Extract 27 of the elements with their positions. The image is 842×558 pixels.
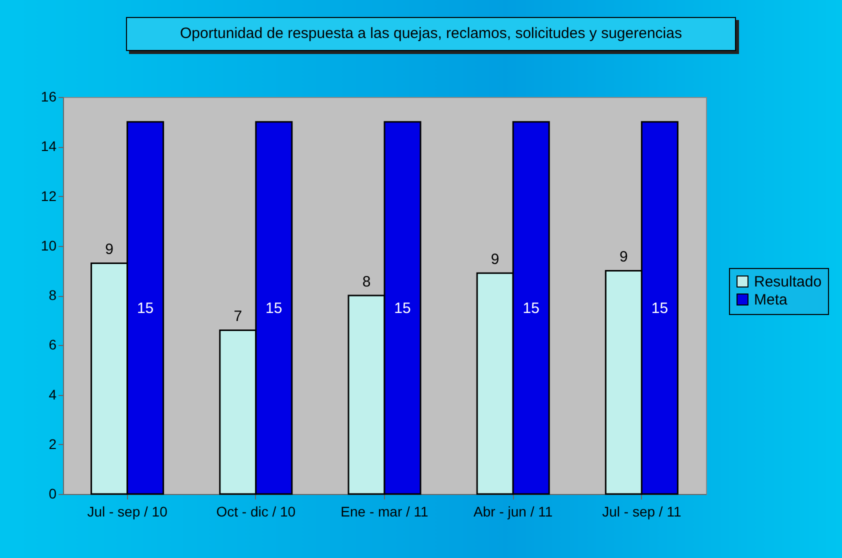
data-label: 15: [522, 300, 540, 317]
x-tick-label: Ene - mar / 11: [340, 504, 429, 520]
x-tick-label: Jul - sep / 11: [602, 504, 682, 520]
legend-label: Resultado: [754, 274, 822, 290]
y-tick-label: 2: [48, 436, 57, 452]
data-label: 15: [394, 300, 411, 317]
y-tick-label: 12: [40, 188, 57, 204]
data-label: 9: [490, 251, 500, 268]
data-label: 9: [105, 241, 114, 258]
y-tick-label: 0: [48, 486, 57, 502]
x-tick-label: Abr - jun / 11: [474, 504, 553, 520]
data-label: 15: [651, 300, 668, 317]
y-tick-label: 10: [40, 237, 57, 254]
data-label: 7: [234, 308, 242, 326]
data-label: 9: [620, 248, 628, 266]
y-tick-label: 16: [40, 88, 57, 104]
y-tick-label: 4: [48, 386, 57, 402]
x-tick-label: Jul - sep / 10: [87, 504, 168, 520]
y-tick-label: 6: [48, 336, 57, 353]
data-label: 15: [266, 300, 282, 317]
data-label: 8: [362, 274, 371, 290]
legend-label: Meta: [754, 292, 788, 308]
y-tick-label: 8: [48, 287, 57, 303]
x-tick-label: Oct - dic / 10: [216, 504, 296, 520]
y-tick-label: 14: [40, 138, 57, 154]
chart-title: Oportunidad de respuesta a las quejas, reclamos, solicitudes y sugerencias: [126, 17, 736, 51]
data-label: 15: [136, 300, 154, 317]
